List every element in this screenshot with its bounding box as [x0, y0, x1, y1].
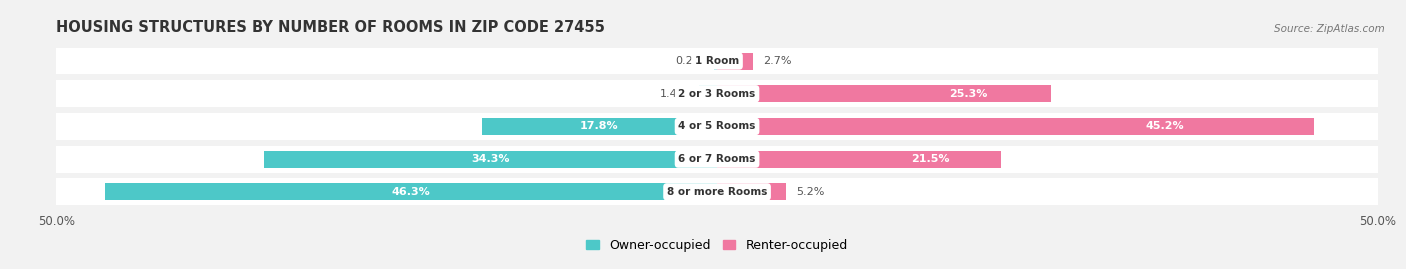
Bar	[56, 80, 1378, 107]
Text: 6 or 7 Rooms: 6 or 7 Rooms	[678, 154, 756, 164]
Bar	[717, 118, 1315, 135]
Bar	[717, 85, 1052, 102]
Text: 34.3%: 34.3%	[471, 154, 509, 164]
Bar	[56, 48, 1378, 75]
Text: 17.8%: 17.8%	[581, 121, 619, 132]
Bar	[714, 52, 717, 69]
Text: 4 or 5 Rooms: 4 or 5 Rooms	[678, 121, 756, 132]
Bar	[717, 151, 1001, 168]
Text: 2.7%: 2.7%	[763, 56, 792, 66]
Text: 21.5%: 21.5%	[911, 154, 949, 164]
Text: 2 or 3 Rooms: 2 or 3 Rooms	[679, 89, 755, 99]
Bar	[717, 52, 752, 69]
Legend: Owner-occupied, Renter-occupied: Owner-occupied, Renter-occupied	[582, 234, 852, 257]
Text: 46.3%: 46.3%	[392, 187, 430, 197]
Text: Source: ZipAtlas.com: Source: ZipAtlas.com	[1274, 24, 1385, 34]
Bar	[105, 183, 717, 200]
Text: HOUSING STRUCTURES BY NUMBER OF ROOMS IN ZIP CODE 27455: HOUSING STRUCTURES BY NUMBER OF ROOMS IN…	[56, 20, 605, 35]
Bar	[56, 178, 1378, 205]
Text: 1 Room: 1 Room	[695, 56, 740, 66]
Text: 8 or more Rooms: 8 or more Rooms	[666, 187, 768, 197]
Bar	[717, 183, 786, 200]
Text: 5.2%: 5.2%	[796, 187, 825, 197]
Text: 1.4%: 1.4%	[659, 89, 688, 99]
Bar	[699, 85, 717, 102]
Text: 0.2%: 0.2%	[675, 56, 704, 66]
Text: 25.3%: 25.3%	[949, 89, 987, 99]
Bar	[56, 146, 1378, 172]
Bar	[482, 118, 717, 135]
Text: 45.2%: 45.2%	[1146, 121, 1184, 132]
Bar	[264, 151, 717, 168]
Bar	[56, 113, 1378, 140]
